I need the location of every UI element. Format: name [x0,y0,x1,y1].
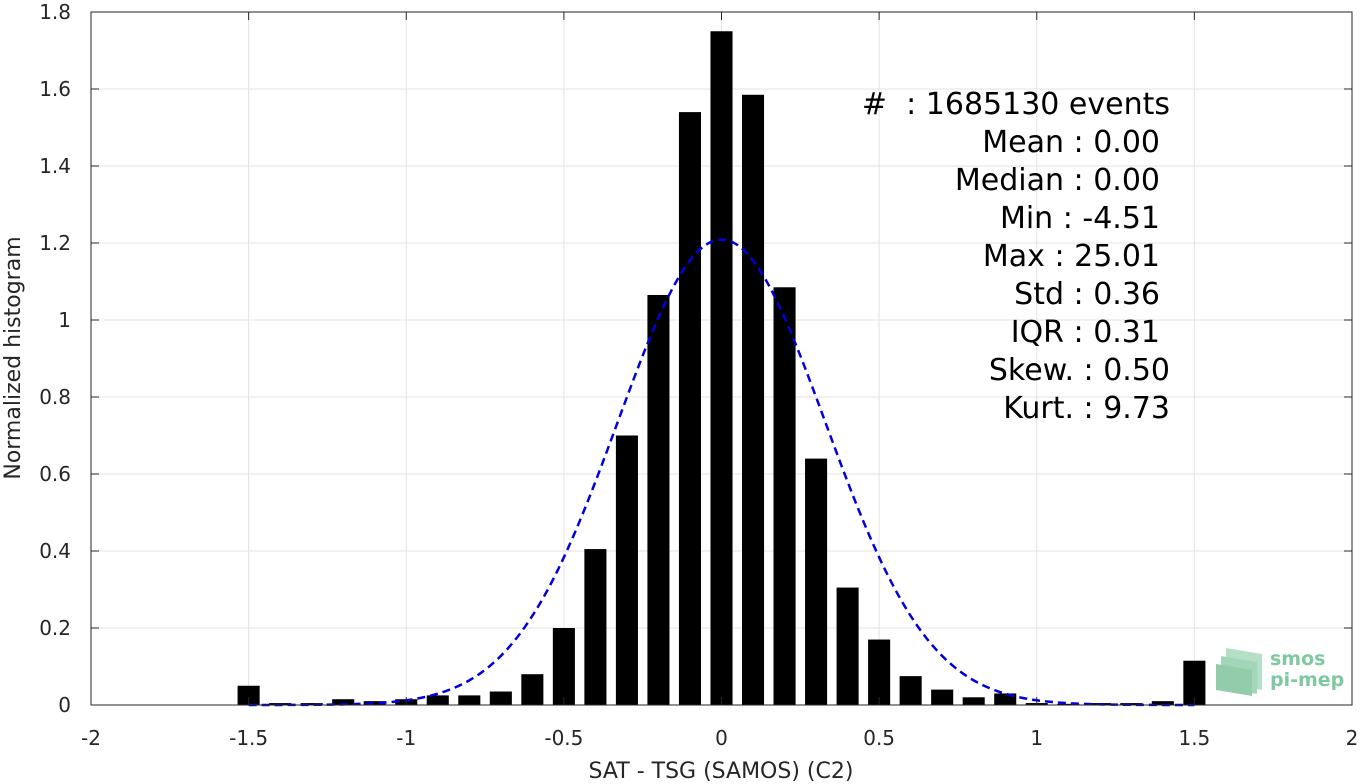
histogram-bar [805,458,828,705]
histogram-bar [458,695,481,705]
y-tick-label: 1.6 [39,77,71,101]
y-tick-label: 1.8 [39,0,71,24]
x-tick-label: -1 [396,726,416,750]
stat-mean: Mean : 0.00 [982,125,1160,160]
y-tick-label: 1 [58,308,71,332]
x-tick-label: 1 [1030,726,1043,750]
y-tick-label: 0 [58,693,71,717]
histogram-bar [647,294,670,705]
histogram-bars [237,31,1206,706]
histogram-bar [741,94,765,705]
logo-mark-icon [1216,648,1262,696]
histogram-bar [773,287,796,705]
stat-kurt: Kurt. : 9.73 [1003,391,1170,426]
x-tick-label: 0 [715,726,728,750]
y-tick-label: 0.4 [39,539,71,563]
histogram-bar [678,112,702,706]
x-axis-label: SAT - TSG (SAMOS) (C2) [589,759,854,784]
stat-max: Max : 25.01 [983,239,1160,274]
histogram-bar [1057,703,1080,705]
stat-iqr: IQR : 0.31 [1011,315,1160,350]
y-tick-label: 0.6 [39,462,71,486]
histogram-bar [237,685,260,705]
histogram-bar [1151,701,1174,705]
histogram-bar [489,691,512,705]
axes-frame [90,11,1353,706]
x-tick-label: -1.5 [229,726,268,750]
y-tick-label: 0.2 [39,616,71,640]
logo-text-pi-mep: pi-mep [1270,669,1344,691]
histogram-bar [552,628,575,705]
histogram-bar [1120,703,1143,705]
x-tick-label: -0.5 [544,726,583,750]
histogram-bar [868,639,891,705]
smos-pi-mep-logo: smos pi-mep [1216,648,1344,696]
stat-skew: Skew. : 0.50 [989,353,1170,388]
y-tick-labels: 0 0.2 0.4 0.6 0.8 1 1.2 1.4 1.6 1.8 [39,0,71,717]
y-tick-label: 0.8 [39,385,71,409]
histogram-bar [994,693,1017,705]
histogram-bar [363,701,386,705]
y-tick-label: 1.4 [39,154,71,178]
stat-median: Median : 0.00 [955,163,1160,198]
logo-text-smos: smos [1270,648,1325,670]
histogram-bar [836,587,859,705]
y-tick-label: 1.2 [39,231,71,255]
stat-std: Std : 0.36 [1014,277,1160,312]
x-tick-label: 0.5 [863,726,895,750]
histogram-bar [584,549,607,705]
histogram-bar [931,689,954,705]
x-tick-label: -2 [81,726,101,750]
stats-annotation: # : 1685130 events Mean : 0.00 Median : … [862,87,1170,426]
histogram-bar [426,695,449,705]
stat-min: Min : -4.51 [1000,201,1160,236]
histogram-bar [1183,660,1206,705]
histogram-bar [332,699,355,705]
histogram-bar [521,674,544,705]
stat-events: # : 1685130 events [862,87,1170,122]
x-tick-labels: -2 -1.5 -1 -0.5 0 0.5 1 1.5 2 [81,726,1358,750]
x-tick-label: 1.5 [1178,726,1210,750]
histogram-bar [300,703,323,705]
histogram-bar [899,676,922,705]
y-axis-label: Normalized histogram [1,236,26,479]
histogram-bar [615,435,638,705]
histogram-bar [710,31,733,705]
histogram-bar [962,697,985,705]
x-tick-label: 2 [1346,726,1359,750]
